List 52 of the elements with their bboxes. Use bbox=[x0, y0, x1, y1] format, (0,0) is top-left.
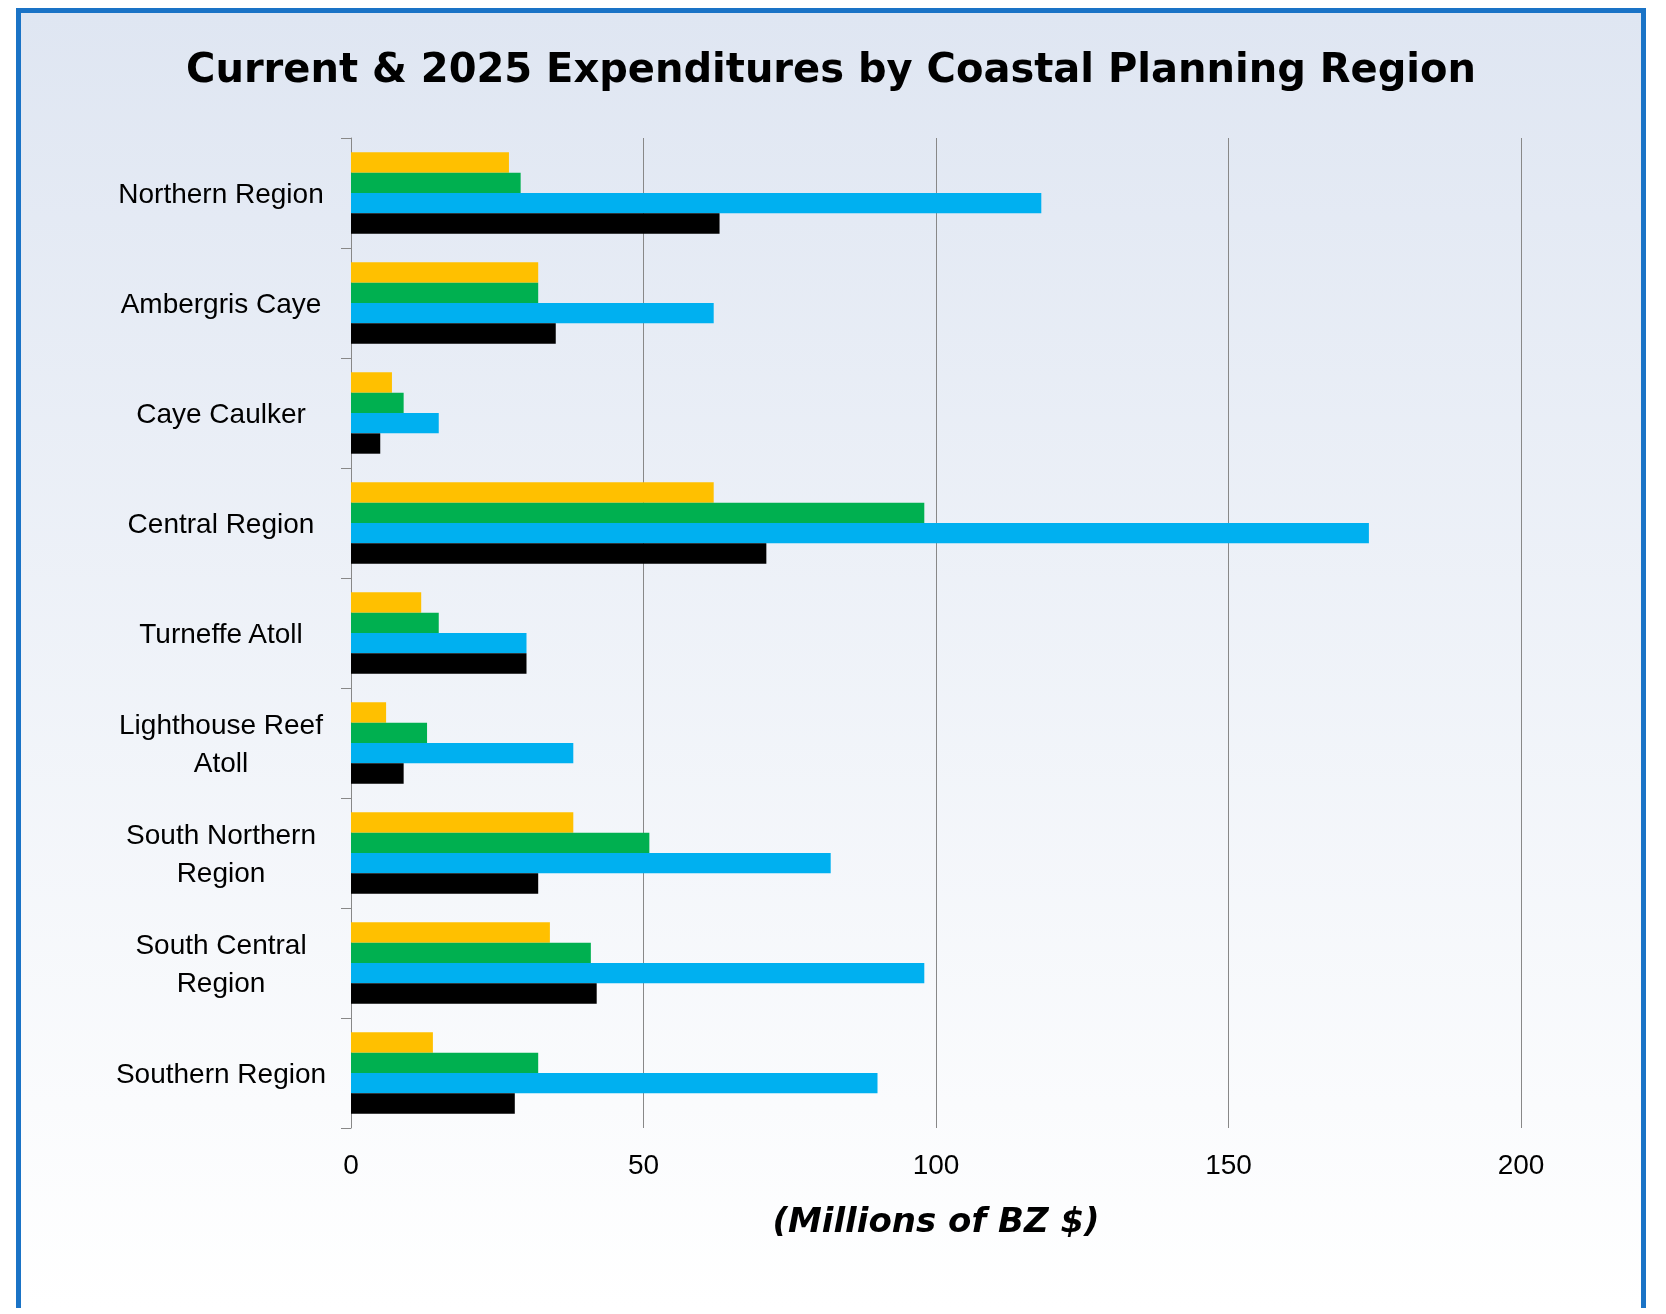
bar bbox=[351, 612, 439, 633]
y-tick-label: South Northern Region bbox=[126, 818, 316, 888]
y-tick-label: South Central Region bbox=[135, 928, 307, 998]
bar bbox=[351, 413, 439, 434]
bar bbox=[351, 433, 381, 454]
bar bbox=[351, 722, 428, 743]
bar bbox=[351, 523, 1369, 544]
bar bbox=[351, 702, 387, 723]
bar bbox=[351, 633, 527, 654]
x-tick-label: 0 bbox=[343, 1148, 359, 1180]
bar bbox=[351, 193, 1042, 214]
x-tick-label: 100 bbox=[912, 1148, 960, 1180]
bar bbox=[351, 543, 767, 564]
y-tick-label: Lighthouse Reef Atoll bbox=[119, 708, 324, 778]
bar bbox=[351, 832, 650, 853]
bar bbox=[351, 812, 574, 833]
chart-title: Current & 2025 Expenditures by Coastal Planning Region bbox=[186, 45, 1476, 91]
y-tick-label: Turneffe Atoll bbox=[139, 617, 303, 649]
bar bbox=[351, 392, 404, 413]
y-tick-label: Caye Caulker bbox=[136, 397, 306, 429]
bar bbox=[351, 592, 422, 613]
bar bbox=[351, 482, 714, 503]
bar bbox=[351, 282, 539, 303]
bar bbox=[351, 853, 831, 874]
bar bbox=[351, 213, 720, 234]
bar bbox=[351, 873, 539, 894]
bar bbox=[351, 1032, 433, 1053]
x-tick-label: 50 bbox=[627, 1148, 660, 1180]
bar bbox=[351, 303, 714, 324]
bar bbox=[351, 372, 392, 393]
bar bbox=[351, 763, 404, 784]
bar bbox=[351, 262, 539, 283]
bar bbox=[351, 172, 521, 193]
x-tick-label: 150 bbox=[1205, 1148, 1252, 1180]
x-axis-title: (Millions of BZ $) bbox=[772, 1200, 1100, 1240]
y-tick-label: Central Region bbox=[127, 507, 315, 539]
bar bbox=[351, 743, 574, 764]
bar bbox=[351, 653, 527, 674]
bar bbox=[351, 1093, 515, 1114]
bar bbox=[351, 502, 925, 523]
bar bbox=[351, 942, 591, 963]
bar bbox=[351, 1073, 878, 1094]
bar bbox=[351, 152, 509, 173]
bar bbox=[351, 983, 597, 1004]
bar bbox=[351, 922, 550, 943]
bar bbox=[351, 323, 556, 344]
y-tick-label: Ambergris Caye bbox=[120, 287, 322, 319]
bar bbox=[351, 963, 925, 984]
y-tick-label: Southern Region bbox=[115, 1057, 327, 1089]
y-tick-label: Northern Region bbox=[118, 177, 324, 209]
x-tick-label: 200 bbox=[1497, 1148, 1545, 1180]
bar bbox=[351, 1052, 539, 1073]
